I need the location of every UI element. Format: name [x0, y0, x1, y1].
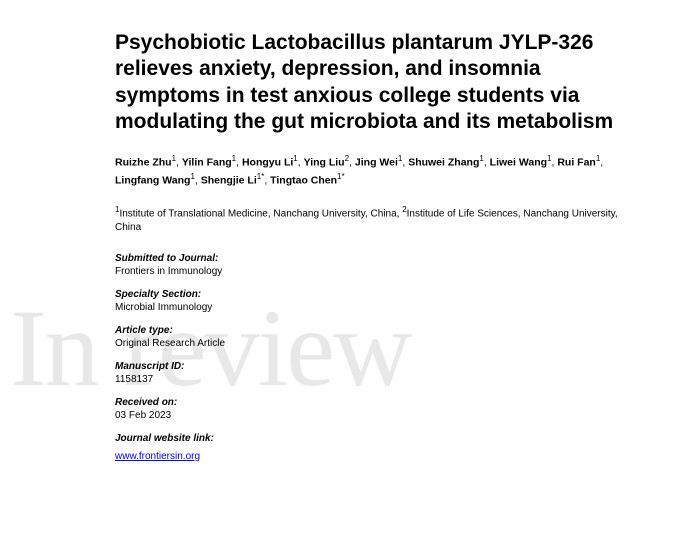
journal-website-link[interactable]: www.frontiersin.org: [115, 451, 200, 462]
meta-type-value: Original Research Article: [115, 338, 634, 349]
affiliation-1: Institute of Translational Medicine, Nan…: [119, 208, 402, 219]
meta-mid-value: 1158137: [115, 374, 634, 385]
affiliations: 1Institute of Translational Medicine, Na…: [115, 204, 634, 235]
meta-manuscript-id: Manuscript ID: 1158137: [115, 361, 634, 385]
paper-title: Psychobiotic Lactobacillus plantarum JYL…: [115, 30, 634, 135]
meta-section: Specialty Section: Microbial Immunology: [115, 289, 634, 313]
meta-submitted-value: Frontiers in Immunology: [115, 266, 634, 277]
author-list: Ruizhe Zhu1, Yilin Fang1, Hongyu Li1, Yi…: [115, 153, 634, 190]
meta-link-label: Journal website link:: [115, 433, 634, 444]
meta-mid-label: Manuscript ID:: [115, 361, 634, 372]
meta-section-value: Microbial Immunology: [115, 302, 634, 313]
meta-link: Journal website link: www.frontiersin.or…: [115, 433, 634, 464]
meta-submitted-label: Submitted to Journal:: [115, 253, 634, 264]
meta-type-label: Article type:: [115, 325, 634, 336]
meta-section-label: Specialty Section:: [115, 289, 634, 300]
meta-received-value: 03 Feb 2023: [115, 410, 634, 421]
meta-received-label: Received on:: [115, 397, 634, 408]
meta-type: Article type: Original Research Article: [115, 325, 634, 349]
meta-received: Received on: 03 Feb 2023: [115, 397, 634, 421]
paper-content: Psychobiotic Lactobacillus plantarum JYL…: [0, 0, 674, 496]
meta-submitted: Submitted to Journal: Frontiers in Immun…: [115, 253, 634, 277]
